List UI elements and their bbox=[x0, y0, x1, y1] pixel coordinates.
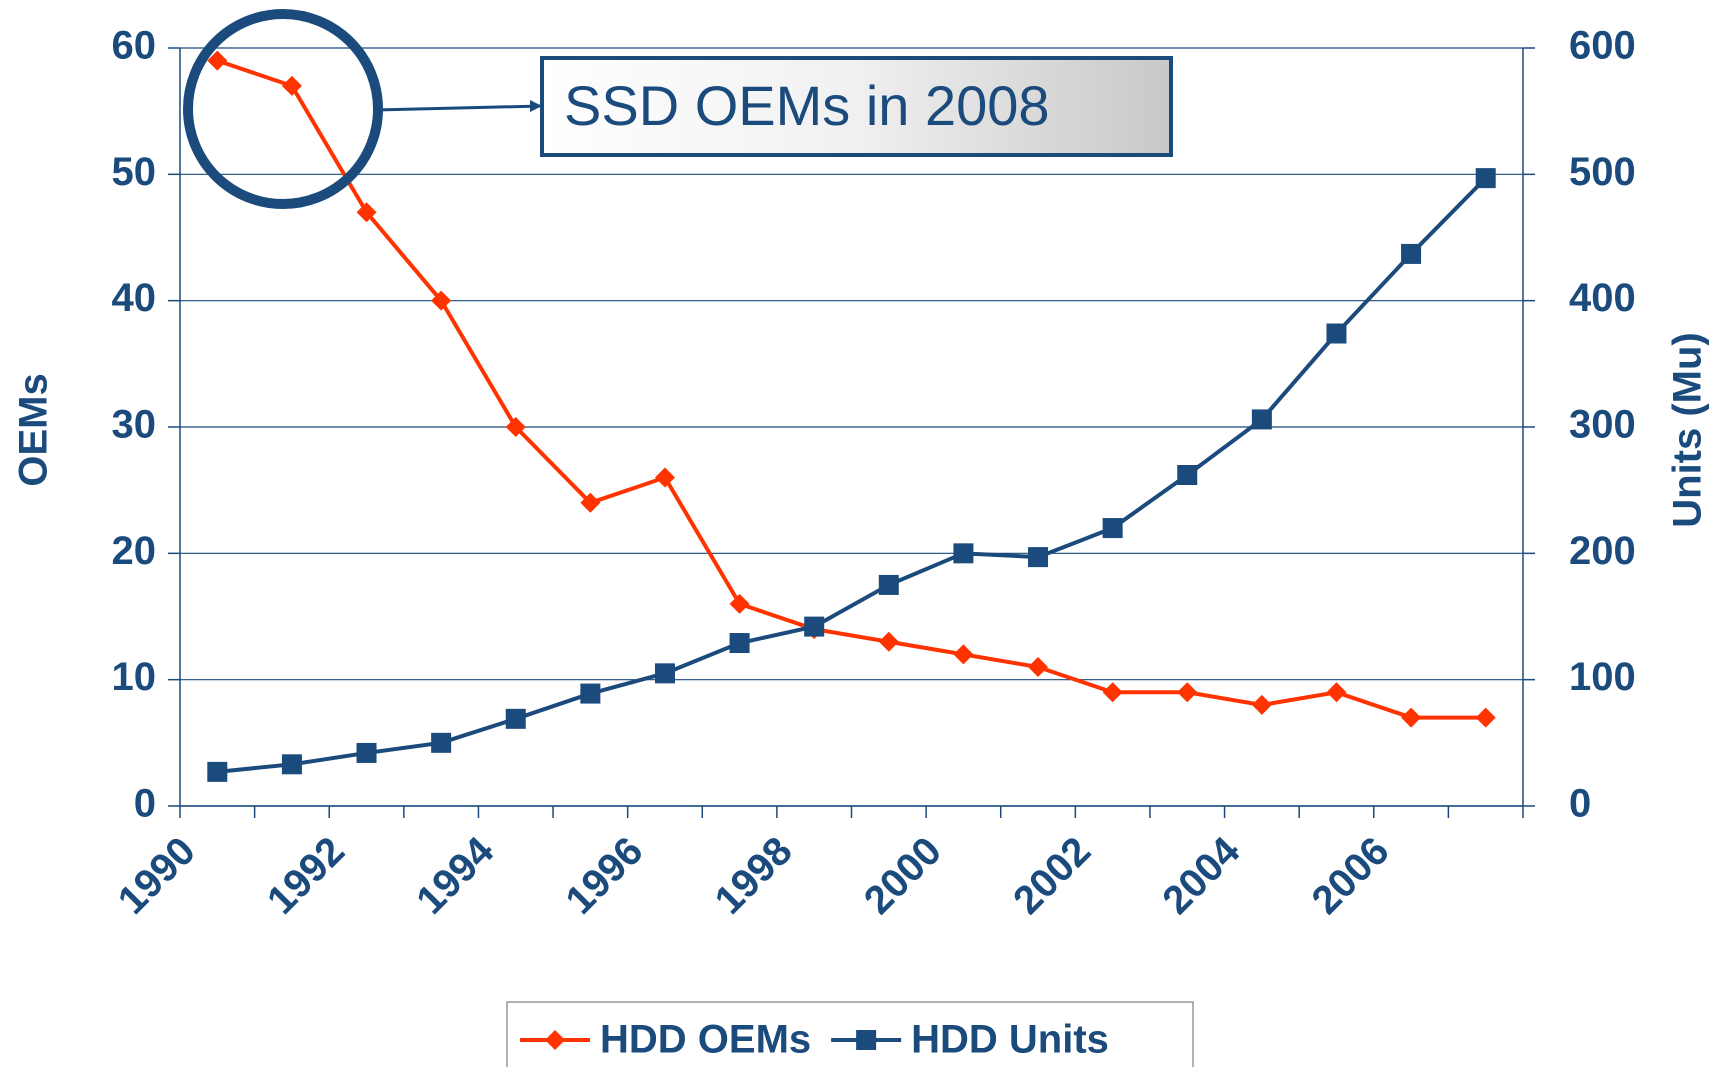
y2-tick-label: 400 bbox=[1569, 276, 1636, 320]
y2-tick-label: 100 bbox=[1569, 655, 1636, 699]
y2-tick-label: 200 bbox=[1569, 529, 1636, 573]
y2-tick-label: 0 bbox=[1569, 782, 1591, 826]
y2-tick-label: 300 bbox=[1569, 403, 1636, 447]
legend-box bbox=[506, 1001, 1194, 1072]
legend-label: HDD Units bbox=[911, 1018, 1109, 1062]
data-point bbox=[431, 732, 452, 753]
data-point bbox=[953, 644, 974, 665]
data-point bbox=[1251, 409, 1272, 430]
data-point bbox=[878, 574, 899, 595]
y-axis-label: OEMs bbox=[12, 373, 56, 486]
y2-tick-label: 500 bbox=[1569, 150, 1636, 194]
data-point bbox=[1475, 168, 1496, 189]
x-tick-label: 2002 bbox=[1005, 829, 1099, 923]
data-point bbox=[654, 663, 675, 684]
marks bbox=[207, 50, 1496, 782]
y-tick-label: 20 bbox=[112, 529, 157, 573]
y-tick-label: 50 bbox=[112, 150, 157, 194]
legend-label: HDD OEMs bbox=[600, 1018, 811, 1062]
annotation-box bbox=[540, 56, 1173, 157]
data-point bbox=[281, 75, 302, 96]
data-point bbox=[729, 593, 750, 614]
data-point bbox=[545, 1030, 565, 1050]
data-point bbox=[1177, 465, 1198, 486]
data-point bbox=[1401, 243, 1422, 264]
data-point bbox=[654, 467, 675, 488]
data-point bbox=[1251, 694, 1272, 715]
data-point bbox=[1177, 682, 1198, 703]
data-point bbox=[953, 543, 974, 564]
data-point bbox=[580, 683, 601, 704]
data-point bbox=[431, 290, 452, 311]
y2-axis-label: Units (Mu) bbox=[1666, 332, 1710, 528]
data-point bbox=[1326, 682, 1347, 703]
data-point bbox=[580, 492, 601, 513]
data-point bbox=[281, 754, 302, 775]
x-tick-label: 1994 bbox=[408, 828, 503, 923]
data-point bbox=[1475, 707, 1496, 728]
data-point bbox=[878, 631, 899, 652]
data-point bbox=[207, 50, 228, 71]
data-point bbox=[1028, 547, 1049, 568]
data-point bbox=[1102, 518, 1123, 539]
y-tick-label: 30 bbox=[112, 403, 157, 447]
x-tick-label: 1990 bbox=[110, 829, 204, 923]
data-point bbox=[804, 616, 825, 637]
data-point bbox=[1401, 707, 1422, 728]
data-point bbox=[1028, 657, 1049, 678]
data-point bbox=[505, 708, 526, 729]
data-point bbox=[729, 633, 750, 654]
x-tick-label: 2000 bbox=[856, 829, 950, 923]
y2-tick-label: 600 bbox=[1569, 24, 1636, 68]
x-tick-label: 2006 bbox=[1304, 829, 1398, 923]
data-point bbox=[356, 202, 377, 223]
x-tick-label: 2004 bbox=[1154, 828, 1249, 923]
data-point bbox=[1326, 323, 1347, 344]
grid bbox=[168, 47, 1535, 818]
x-tick-label: 1996 bbox=[557, 829, 651, 923]
data-point bbox=[356, 742, 377, 763]
data-point bbox=[207, 761, 228, 782]
data-point bbox=[505, 417, 526, 437]
x-tick-label: 1992 bbox=[259, 829, 353, 923]
x-tick-label: 1998 bbox=[707, 829, 801, 923]
callout-arrow bbox=[530, 100, 542, 112]
y-tick-label: 40 bbox=[112, 276, 157, 320]
y-tick-label: 60 bbox=[112, 24, 157, 68]
highlight-circle bbox=[183, 9, 383, 209]
annotation: SSD OEMs in 2008 bbox=[564, 74, 1050, 137]
data-point bbox=[1102, 682, 1123, 703]
y-tick-label: 0 bbox=[134, 782, 156, 826]
y-tick-label: 10 bbox=[112, 655, 157, 699]
data-point bbox=[856, 1030, 877, 1050]
series-line bbox=[216, 58, 1486, 720]
callout-line bbox=[375, 104, 543, 112]
series-line bbox=[217, 176, 1488, 774]
